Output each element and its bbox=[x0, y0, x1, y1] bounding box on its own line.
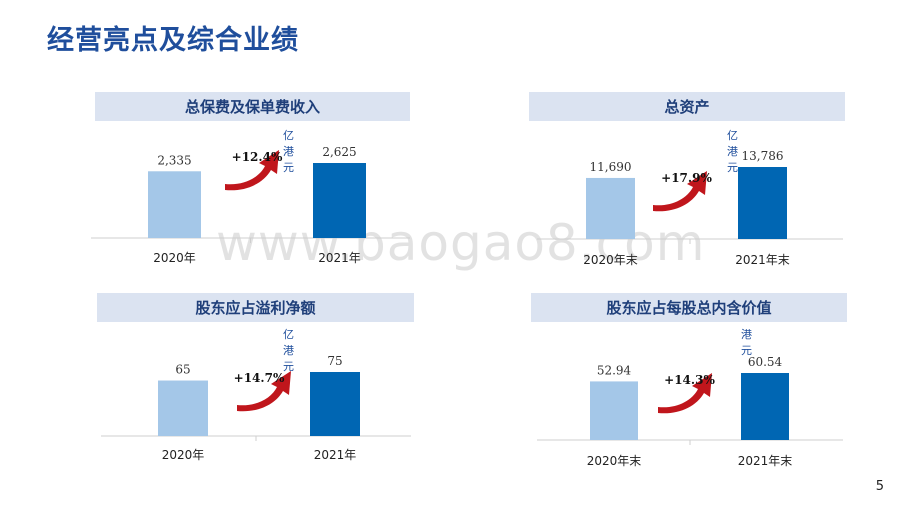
category-label: 2021年末 bbox=[738, 454, 793, 468]
chart-title: 总保费及保单费收入 bbox=[95, 92, 410, 121]
growth-label: +14.7% bbox=[234, 371, 285, 385]
unit-label: 亿港元 bbox=[283, 129, 294, 174]
category-label: 2020年 bbox=[153, 251, 196, 265]
growth-arrow-shape bbox=[658, 373, 712, 414]
data-label: 52.94 bbox=[597, 363, 632, 377]
bar-prev-year bbox=[586, 177, 635, 239]
data-label: 2,335 bbox=[157, 153, 191, 167]
page-title: 经营亮点及综合业绩 bbox=[47, 25, 299, 56]
chart-title: 股东应占溢利净额 bbox=[97, 293, 414, 322]
bar-curr-year bbox=[738, 167, 787, 239]
unit-label: 港元 bbox=[741, 328, 752, 357]
growth-arrow-shape bbox=[225, 150, 279, 191]
unit-label: 亿港元 bbox=[727, 129, 738, 174]
bar-prev-year bbox=[158, 380, 208, 436]
growth-arrow-icon bbox=[225, 150, 279, 191]
growth-label: +14.3% bbox=[664, 373, 715, 387]
category-label: 2021年末 bbox=[735, 253, 790, 267]
page-number: 5 bbox=[875, 479, 884, 494]
category-label: 2020年 bbox=[162, 448, 205, 462]
category-label: 2020年末 bbox=[587, 454, 642, 468]
data-label: 11,690 bbox=[590, 160, 632, 174]
growth-arrow-icon bbox=[658, 373, 712, 414]
growth-arrow-shape bbox=[237, 371, 291, 412]
bar-curr-year bbox=[313, 163, 366, 238]
growth-arrow-shape bbox=[653, 171, 707, 212]
chart-title: 股东应占每股总内含价值 bbox=[531, 293, 847, 322]
bar-prev-year bbox=[590, 381, 638, 440]
bar-curr-year bbox=[310, 372, 360, 436]
data-label: 75 bbox=[327, 354, 342, 368]
growth-label: +12.4% bbox=[232, 150, 283, 164]
data-label: 2,625 bbox=[322, 145, 356, 159]
bar-curr-year bbox=[741, 373, 789, 440]
data-label: 65 bbox=[175, 363, 190, 377]
bar-prev-year bbox=[148, 171, 201, 238]
chart-title: 总资产 bbox=[529, 92, 845, 121]
data-label: 60.54 bbox=[748, 355, 783, 369]
category-label: 2021年 bbox=[314, 448, 357, 462]
growth-label: +17.9% bbox=[661, 171, 712, 185]
growth-arrow-icon bbox=[237, 371, 291, 412]
category-label: 2020年末 bbox=[583, 253, 638, 267]
growth-arrow-icon bbox=[653, 171, 707, 212]
data-label: 13,786 bbox=[742, 149, 784, 163]
unit-label: 亿港元 bbox=[283, 328, 294, 373]
category-label: 2021年 bbox=[318, 251, 361, 265]
